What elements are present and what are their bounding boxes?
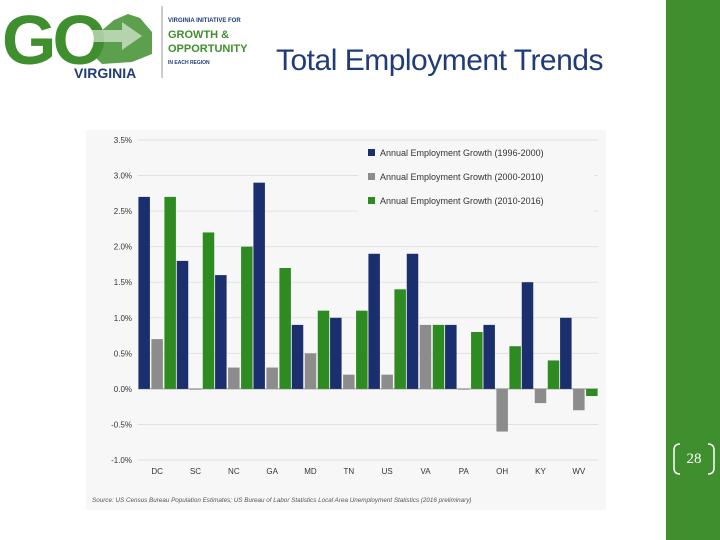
page-number-bracket-icon	[673, 443, 715, 475]
x-tick-label: WV	[572, 467, 586, 476]
bar	[419, 324, 432, 389]
x-tick-label: VA	[420, 467, 431, 476]
bar	[343, 374, 355, 389]
bar	[496, 388, 508, 432]
bars-layer	[138, 182, 598, 432]
page-number-text: 28	[686, 451, 702, 467]
bar	[356, 310, 368, 389]
x-tick-label: TN	[343, 467, 354, 476]
logo-tagline-line2: GROWTH &	[168, 29, 229, 41]
slide-title: Total Employment Trends	[276, 44, 603, 77]
employment-chart: 3.5% 3.0% 2.5% 2.0% 1.5% 1.0% 0.5% 0.0% -0.5% -1.…	[86, 130, 606, 510]
y-tick-label: -0.5%	[111, 420, 132, 429]
x-tick-label: SC	[190, 467, 201, 476]
bar	[317, 310, 330, 389]
bar	[151, 339, 163, 389]
legend-label: Annual Employment Growth (2010-2016)	[380, 196, 544, 206]
chart-canvas: 3.5% 3.0% 2.5% 2.0% 1.5% 1.0% 0.5% 0.0% -0.5% -1.…	[92, 136, 598, 504]
legend-label: Annual Employment Growth (2000-2010)	[380, 172, 544, 182]
y-tick-label: -1.0%	[111, 456, 132, 465]
y-tick-label: 1.0%	[114, 314, 132, 323]
bar	[394, 289, 406, 389]
y-tick-label: 2.0%	[114, 243, 132, 252]
bar	[228, 367, 240, 389]
bar	[189, 388, 202, 390]
bar	[330, 317, 342, 389]
x-tick-label: OH	[496, 467, 508, 476]
bar	[534, 388, 547, 404]
x-tick-label: DC	[151, 467, 163, 476]
logo-arrow-icon	[92, 22, 142, 50]
chart-legend: Annual Employment Growth (1996-2000) Annu…	[358, 142, 594, 216]
x-tick-label: PA	[459, 467, 470, 476]
bar	[483, 324, 495, 389]
bar	[368, 253, 380, 389]
legend-label: Annual Employment Growth (1996-2000)	[380, 148, 544, 158]
logo-virginia-text: VIRGINIA	[74, 65, 136, 81]
bar	[509, 346, 521, 389]
bar	[445, 324, 457, 389]
chart-source-note: Source: US Census Bureau Population Esti…	[92, 497, 472, 504]
logo-tagline-line4: IN EACH REGION	[168, 60, 210, 66]
bar	[138, 196, 150, 389]
accent-side-bar	[666, 0, 720, 540]
bar	[215, 275, 227, 389]
x-tick-label: KY	[535, 467, 546, 476]
y-tick-label: 1.5%	[114, 278, 132, 287]
x-tick-label: MD	[304, 467, 317, 476]
bar	[586, 388, 598, 396]
legend-background	[358, 142, 594, 216]
y-tick-label: 0.5%	[114, 349, 132, 358]
logo-go-text: GO	[2, 2, 104, 79]
y-tick-label: 3.5%	[114, 136, 132, 145]
bar	[573, 388, 585, 411]
y-tick-label: 2.5%	[114, 207, 132, 216]
legend-swatch	[368, 197, 375, 204]
axis-layer: 3.5% 3.0% 2.5% 2.0% 1.5% 1.0% 0.5% 0.0% -0.5% -1.…	[111, 136, 586, 476]
bar	[547, 360, 560, 389]
x-tick-label: NC	[228, 467, 240, 476]
bar	[176, 260, 189, 389]
page-number: 28	[672, 442, 716, 476]
bar	[164, 196, 176, 389]
bar	[406, 253, 419, 389]
bar	[521, 282, 534, 389]
bar	[471, 332, 483, 389]
x-tick-label: GA	[266, 467, 278, 476]
bar	[432, 324, 445, 389]
y-tick-label: 0.0%	[114, 385, 132, 394]
bar	[458, 388, 470, 390]
go-virginia-logo: GO VIRGINIA VIRGINIA INITIATIVE FOR GROW…	[2, 2, 248, 81]
legend-swatch	[368, 173, 375, 180]
logo-tagline-line3: OPPORTUNITY	[168, 43, 248, 55]
legend-swatch	[368, 149, 375, 156]
logo-tagline-line1: VIRGINIA INITIATIVE FOR	[168, 18, 241, 24]
bar	[241, 246, 253, 389]
bar	[266, 367, 278, 389]
x-tick-label: US	[382, 467, 393, 476]
bar	[202, 232, 215, 389]
bar	[253, 182, 265, 389]
bar	[381, 374, 393, 389]
bar	[279, 268, 291, 389]
bar	[560, 317, 572, 389]
bar	[291, 324, 304, 389]
y-tick-label: 3.0%	[114, 172, 132, 181]
bar	[304, 353, 317, 389]
